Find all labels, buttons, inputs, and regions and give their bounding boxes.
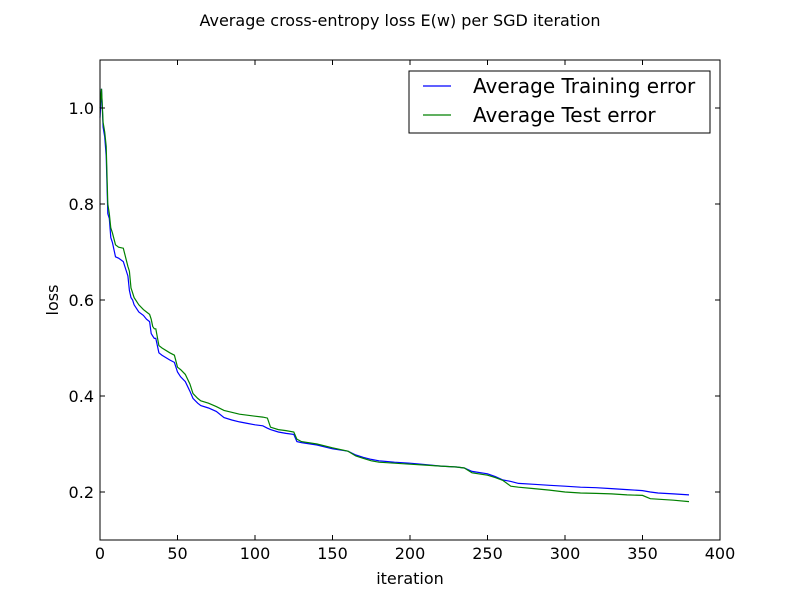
plot-lines [99,88,690,503]
y-tick-label: 1.0 [69,99,94,118]
series-line-0 [99,88,690,496]
x-axis-label: iteration [376,569,444,588]
legend-box [408,70,711,134]
x-tick-label: 100 [240,544,271,563]
x-tick-label: 0 [95,544,105,563]
x-tick-label: 150 [317,544,348,563]
x-tick-label: 300 [550,544,581,563]
x-tick-label: 400 [705,544,736,563]
x-tick-label: 50 [167,544,187,563]
legend-label-test: Average Test error [473,103,656,127]
x-tick-label: 200 [395,544,426,563]
chart-title: Average cross-entropy loss E(w) per SGD … [199,11,600,30]
y-tick-label: 0.6 [69,291,94,310]
y-tick-label: 0.8 [69,195,94,214]
legend: Average Training error Average Test erro… [408,70,711,134]
y-axis-label: loss [43,285,62,316]
y-tick-label: 0.4 [69,387,94,406]
legend-label-training: Average Training error [473,74,696,98]
series-line-1 [99,88,690,503]
y-axis-ticks: 0.2 0.4 0.6 0.8 1.0 [69,99,720,502]
x-tick-label: 250 [472,544,503,563]
x-tick-label: 350 [627,544,658,563]
x-axis-ticks: 0 50 100 150 200 250 300 350 400 [95,60,735,563]
y-tick-label: 0.2 [69,483,94,502]
